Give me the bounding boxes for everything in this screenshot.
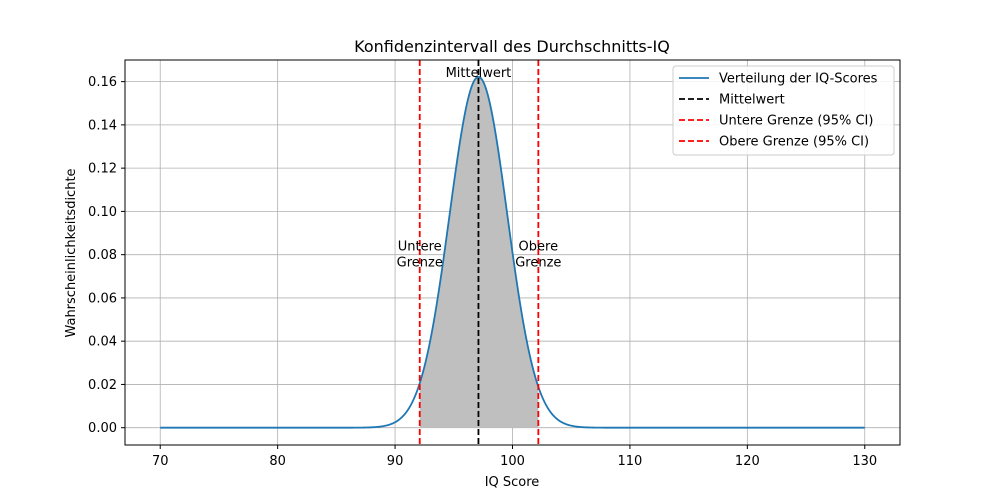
y-axis-label: Wahrscheinlichkeitsdichte (64, 168, 79, 337)
legend-box (672, 65, 895, 156)
annotation-1-line-1: Grenze (397, 256, 443, 271)
y-tick-label: 0.06 (88, 291, 117, 306)
legend-label-2: Untere Grenze (95% CI) (719, 114, 873, 129)
x-tick-label: 130 (852, 454, 877, 469)
x-tick-label: 70 (152, 454, 169, 469)
y-tick-label: 0.00 (88, 421, 117, 436)
x-tick-label: 90 (387, 454, 404, 469)
y-tick-label: 0.16 (88, 75, 117, 90)
legend-label-0: Verteilung der IQ-Scores (719, 72, 878, 87)
y-tick-label: 0.04 (88, 335, 117, 350)
annotation-2-line-1: Grenze (515, 256, 561, 271)
plot-lines (160, 60, 865, 445)
legend: Verteilung der IQ-Scores Mittelwert Untere… (672, 65, 895, 156)
annotation-2-line-0: Obere (519, 240, 559, 255)
y-tick-label: 0.12 (88, 162, 117, 177)
y-tick-label: 0.10 (88, 205, 117, 220)
x-tick-label: 80 (269, 454, 286, 469)
ticks: 70 80 90 100 110 120 130 0.00 0.02 0.04 0.06 0.08 0.… (88, 75, 877, 469)
legend-label-3: Obere Grenze (95% CI) (719, 135, 869, 150)
x-tick-label: 120 (735, 454, 760, 469)
x-tick-label: 110 (618, 454, 643, 469)
y-tick-label: 0.14 (88, 118, 117, 133)
y-tick-label: 0.08 (88, 248, 117, 263)
y-tick-label: 0.02 (88, 378, 117, 393)
x-axis-label: IQ Score (485, 475, 540, 490)
annotation-0-line-0: Mittelwert (446, 66, 512, 81)
x-tick-label: 100 (500, 454, 525, 469)
legend-label-1: Mittelwert (719, 93, 785, 108)
chart-title: Konfidenzintervall des Durchschnitts-IQ (354, 37, 670, 56)
annotation-1-line-0: Untere (398, 240, 442, 255)
series-line-distribution (160, 76, 865, 429)
